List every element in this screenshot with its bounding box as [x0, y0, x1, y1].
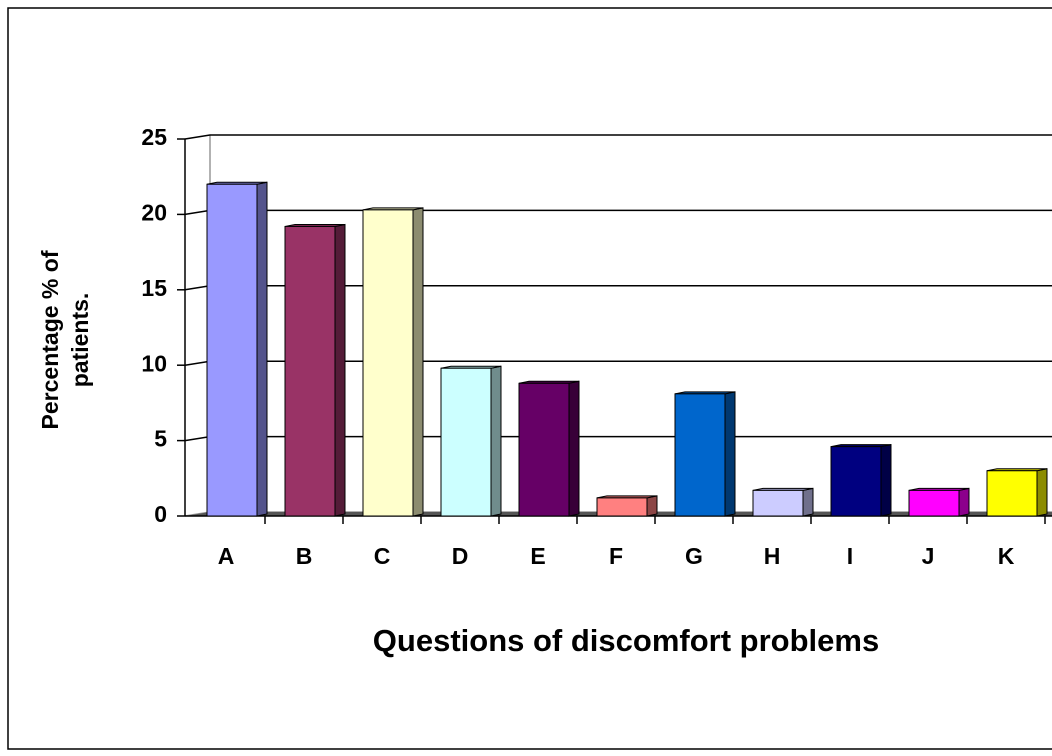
- x-tick-label: C: [374, 543, 391, 569]
- bar-face: [674, 393, 726, 517]
- bar-face: [596, 497, 648, 517]
- bar-face: [724, 391, 736, 517]
- bar-face: [490, 365, 502, 517]
- bar-face: [880, 444, 892, 517]
- x-tick-label: D: [452, 543, 469, 569]
- bar-face: [646, 495, 658, 517]
- bar: [830, 444, 892, 517]
- bar: [752, 487, 814, 517]
- bar-face: [830, 446, 882, 517]
- bar: [362, 207, 424, 517]
- bar-face: [206, 183, 258, 517]
- x-tick-label: K: [998, 543, 1015, 569]
- bar-face: [440, 367, 492, 517]
- x-tick-label: B: [296, 543, 313, 569]
- y-tick-label: 25: [141, 124, 167, 150]
- bar-face: [334, 223, 346, 517]
- y-tick-label: 5: [154, 426, 167, 452]
- bar-face: [1036, 468, 1048, 517]
- bar: [986, 468, 1048, 517]
- bar-face: [256, 181, 268, 517]
- x-tick-label: J: [922, 543, 935, 569]
- x-tick-label: E: [530, 543, 545, 569]
- bar-face: [362, 209, 414, 517]
- bar: [518, 380, 580, 517]
- bar-face: [986, 470, 1038, 517]
- bar: [596, 495, 658, 517]
- x-tick-label: A: [218, 543, 235, 569]
- y-axis-title: patients.: [67, 293, 93, 388]
- y-tick-label: 0: [154, 501, 167, 527]
- bar-face: [568, 380, 580, 517]
- bar-face: [412, 207, 424, 517]
- x-axis-title: Questions of discomfort problems: [373, 623, 879, 658]
- y-tick-label: 20: [141, 199, 167, 225]
- y-tick-label: 15: [141, 275, 167, 301]
- x-tick-label: I: [847, 543, 853, 569]
- bar-face: [284, 225, 336, 517]
- bar-face: [802, 487, 814, 517]
- bar-face: [518, 382, 570, 517]
- x-tick-label: G: [685, 543, 703, 569]
- bar-face: [908, 489, 960, 517]
- bar: [206, 181, 268, 517]
- bar: [284, 223, 346, 517]
- x-tick-label: H: [764, 543, 781, 569]
- bar-face: [958, 487, 970, 517]
- y-tick-label: 10: [141, 350, 167, 376]
- bar-face: [752, 489, 804, 517]
- bar: [908, 487, 970, 517]
- x-tick-label: F: [609, 543, 623, 569]
- bar: [674, 391, 736, 517]
- grid-line: [184, 134, 1052, 140]
- y-axis-title: Percentage % of: [37, 250, 63, 429]
- bar: [440, 365, 502, 517]
- chart-frame: [7, 7, 1052, 750]
